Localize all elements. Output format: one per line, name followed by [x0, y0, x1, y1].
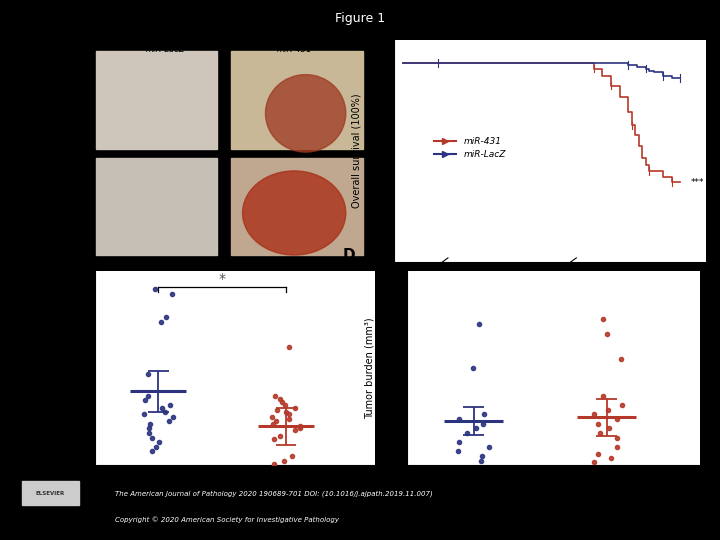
Point	[598, 392, 609, 400]
Point	[270, 416, 282, 425]
Point	[289, 403, 300, 412]
Ellipse shape	[243, 171, 346, 255]
Text: C: C	[27, 248, 39, 263]
Bar	[231, 158, 363, 255]
Point	[294, 424, 306, 433]
Legend: miR-431, miR-LacZ: miR-431, miR-LacZ	[430, 133, 509, 163]
Point	[160, 313, 171, 321]
Point	[595, 429, 606, 437]
Point	[139, 396, 150, 405]
Point	[276, 398, 287, 407]
Point	[473, 320, 485, 329]
Point	[615, 354, 626, 363]
Point	[150, 442, 162, 451]
Point	[159, 407, 171, 416]
Text: miR-LacZ: miR-LacZ	[145, 45, 185, 53]
Point	[143, 424, 155, 433]
Point	[281, 407, 292, 416]
Point	[271, 406, 282, 414]
Point	[477, 419, 489, 428]
Y-axis label: Glucose (mg/dL): Glucose (mg/dL)	[52, 328, 62, 408]
Text: ELSEVIER: ELSEVIER	[36, 490, 65, 496]
Point	[454, 438, 465, 447]
Point	[164, 401, 176, 409]
Text: miR-431: miR-431	[276, 45, 312, 53]
Point	[467, 363, 479, 372]
Text: Figure 1: Figure 1	[335, 12, 385, 25]
Text: Copyright © 2020 American Society for Investigative Pathology: Copyright © 2020 American Society for In…	[115, 516, 339, 523]
Point	[611, 433, 623, 442]
Point	[166, 289, 178, 298]
Point	[477, 452, 488, 461]
X-axis label: Weeks: Weeks	[534, 286, 566, 296]
Text: Lymph node: Lymph node	[66, 179, 75, 225]
Point	[284, 415, 295, 423]
Point	[462, 429, 473, 437]
Point	[279, 456, 290, 465]
Point	[470, 424, 482, 433]
Point	[588, 457, 600, 466]
Point	[286, 452, 297, 461]
Point	[267, 419, 279, 428]
Point	[476, 456, 487, 465]
Point	[484, 442, 495, 451]
Text: Lymph node: Lymph node	[66, 70, 75, 117]
Point	[274, 431, 286, 440]
Point	[601, 329, 613, 338]
Point	[163, 416, 174, 425]
Point	[452, 447, 464, 456]
Point	[274, 394, 285, 403]
Point	[149, 285, 161, 293]
Point	[597, 314, 608, 323]
Point	[289, 426, 301, 435]
Point	[153, 438, 165, 447]
Point	[144, 419, 156, 428]
Point	[611, 415, 623, 423]
Point	[588, 410, 600, 418]
Point	[142, 392, 153, 400]
Point	[142, 370, 153, 379]
Point	[156, 317, 167, 326]
Text: *: *	[219, 272, 225, 286]
Bar	[96, 51, 217, 148]
Point	[616, 401, 628, 409]
Point	[143, 429, 155, 437]
Text: ***: ***	[690, 178, 704, 187]
Point	[606, 454, 617, 462]
Point	[269, 392, 281, 400]
Point	[453, 415, 464, 423]
Point	[146, 447, 158, 456]
Point	[478, 410, 490, 418]
Bar	[231, 51, 363, 148]
Point	[283, 410, 294, 418]
Point	[279, 401, 290, 409]
Ellipse shape	[266, 75, 346, 152]
Point	[611, 442, 623, 451]
Y-axis label: Tumor burden (mm³): Tumor burden (mm³)	[364, 317, 374, 418]
Text: B: B	[344, 21, 356, 36]
Point	[602, 406, 613, 414]
Y-axis label: Overall survival (100%): Overall survival (100%)	[351, 93, 361, 208]
Bar	[96, 158, 217, 255]
Point	[167, 413, 179, 421]
Bar	[22, 481, 79, 505]
Text: D: D	[343, 248, 355, 263]
Text: A: A	[53, 21, 65, 36]
Point	[138, 410, 150, 418]
Point	[266, 413, 278, 421]
Point	[603, 424, 614, 433]
Point	[284, 342, 295, 351]
Point	[156, 403, 167, 412]
Point	[268, 435, 279, 444]
Point	[269, 459, 280, 468]
Point	[294, 422, 305, 431]
Text: The American Journal of Pathology 2020 190689-701 DOI: (10.1016/j.ajpath.2019.11: The American Journal of Pathology 2020 1…	[115, 491, 433, 497]
Point	[592, 419, 603, 428]
Point	[147, 433, 158, 442]
Point	[592, 450, 603, 458]
